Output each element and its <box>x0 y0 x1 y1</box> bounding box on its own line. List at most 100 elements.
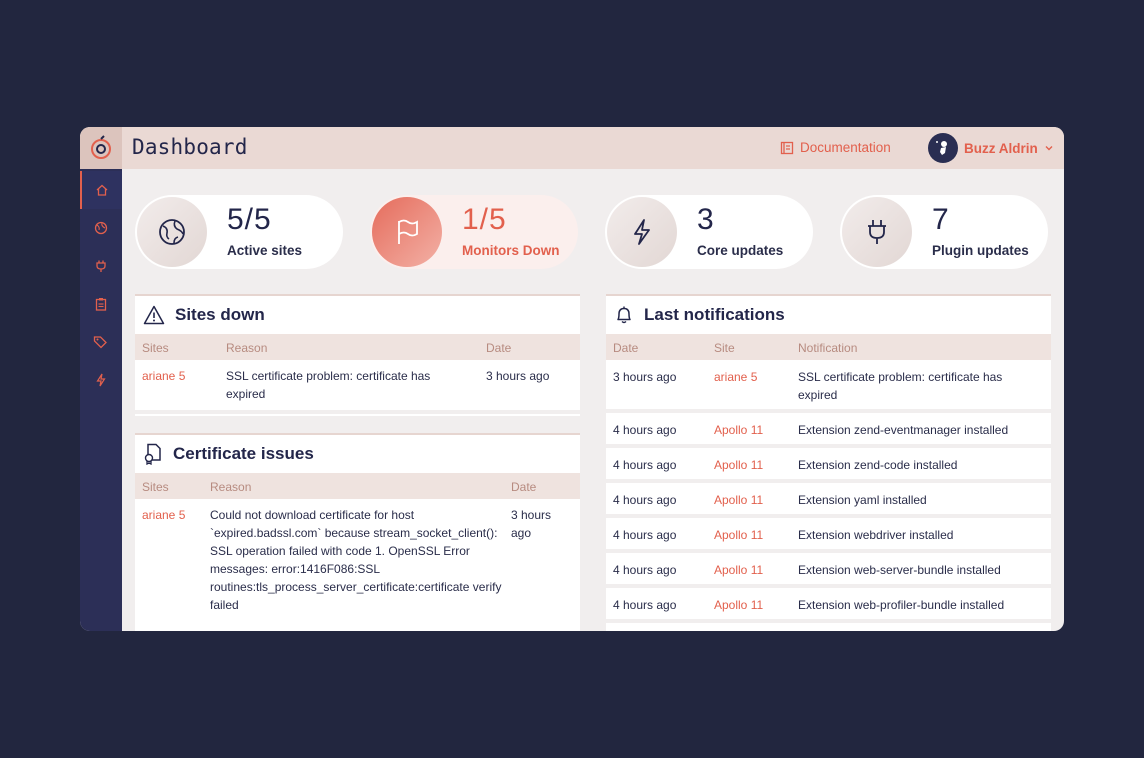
date-text: 3 hours ago <box>486 369 550 383</box>
stat-card-core-updates[interactable]: 3 Core updates <box>605 195 813 269</box>
stat-icon-circle <box>842 197 912 267</box>
column-header: Date <box>511 480 537 494</box>
table-row[interactable]: 4 hours ago Apollo 11 Extension zend-eve… <box>606 413 1051 448</box>
stat-label: Monitors Down <box>462 243 560 258</box>
documentation-label: Documentation <box>800 140 891 155</box>
plug-icon <box>96 260 106 272</box>
stat-label: Core updates <box>697 243 784 258</box>
astronaut-icon <box>936 141 947 155</box>
notification-text: Extension web-server-bundle installed <box>798 563 1001 577</box>
book-icon <box>780 141 794 154</box>
certificate-issues-panel: Certificate issues Sites Reason Date ari… <box>135 433 580 631</box>
date-text: 4 hours ago <box>613 493 677 507</box>
sidebar-item-sites[interactable] <box>80 209 122 247</box>
column-header: Reason <box>226 341 268 355</box>
date-text: 4 hours ago <box>613 563 677 577</box>
stat-card-active-sites[interactable]: 5/5 Active sites <box>135 195 343 269</box>
sidebar-item-home[interactable] <box>80 171 122 209</box>
plug-icon <box>868 220 886 244</box>
globe-icon <box>159 219 185 245</box>
table-row[interactable]: ariane 5 SSL certificate problem: certif… <box>135 360 580 414</box>
table-row[interactable]: 4 hours ago Apollo 11 Extension zend-cod… <box>606 448 1051 483</box>
certificate-icon <box>144 443 161 465</box>
table-row[interactable]: 3 hours ago ariane 5 SSL certificate pro… <box>606 360 1051 413</box>
bolt-icon <box>634 219 650 245</box>
table-row[interactable]: 4 hours ago Apollo 11 Extension web-prof… <box>606 588 1051 623</box>
dashboard-window: Dashboard Documentation Buzz Aldrin <box>80 127 1064 631</box>
column-header: Site <box>714 341 735 355</box>
globe-icon <box>94 221 108 235</box>
user-name: Buzz Aldrin <box>964 140 1038 156</box>
user-menu[interactable]: Buzz Aldrin <box>928 133 1054 163</box>
panel-header: Sites down <box>135 296 580 334</box>
table-header: Sites Reason Date <box>135 473 580 499</box>
notification-text: Extension yaml installed <box>798 493 927 507</box>
sidebar-item-updates[interactable] <box>80 361 122 399</box>
stat-card-plugin-updates[interactable]: 7 Plugin updates <box>840 195 1048 269</box>
column-header: Sites <box>142 480 169 494</box>
table-row[interactable]: ariane 5 Could not download certificate … <box>135 499 580 631</box>
notification-text: SSL certificate problem: certificate has… <box>798 370 1003 402</box>
reason-text: SSL certificate problem: certificate has… <box>226 369 431 401</box>
site-link[interactable]: Apollo 11 <box>714 493 764 507</box>
site-link[interactable]: Apollo 11 <box>714 423 764 437</box>
site-link[interactable]: Apollo 11 <box>714 458 764 472</box>
notifications-panel: Last notifications Date Site Notificatio… <box>606 294 1051 631</box>
date-text: 4 hours ago <box>613 458 677 472</box>
column-header: Notification <box>798 341 858 355</box>
column-header: Date <box>486 341 512 355</box>
date-text: 4 hours ago <box>613 423 677 437</box>
date-text: 3 hours ago <box>613 370 677 384</box>
bolt-icon <box>96 373 106 387</box>
site-link[interactable]: Apollo 11 <box>714 528 764 542</box>
panel-header: Last notifications <box>606 296 1051 334</box>
table-row[interactable]: 4 hours ago Apollo 11 Extension webdrive… <box>606 518 1051 553</box>
stat-value: 1/5 <box>462 203 507 236</box>
notification-text: Extension web-profiler-bundle installed <box>798 598 1005 612</box>
panel-title: Certificate issues <box>173 444 314 463</box>
date-text: 4 hours ago <box>613 528 677 542</box>
documentation-link[interactable]: Documentation <box>780 140 891 155</box>
sidebar-item-tags[interactable] <box>80 323 122 361</box>
warning-icon <box>143 305 165 325</box>
date-text: 4 hours ago <box>613 598 677 612</box>
sidebar-item-plugins[interactable] <box>80 247 122 285</box>
panel-header: Certificate issues <box>135 435 580 473</box>
avatar <box>928 133 958 163</box>
tag-icon <box>93 336 107 349</box>
chevron-down-icon <box>1045 146 1053 151</box>
notification-text: Extension zend-eventmanager installed <box>798 423 1009 437</box>
notification-text: Extension zend-code installed <box>798 458 958 472</box>
stat-label: Plugin updates <box>932 243 1029 258</box>
bell-icon <box>617 306 631 324</box>
table-row[interactable]: 4 hours ago Apollo 11 Extension yaml ins… <box>606 483 1051 518</box>
reason-text: Could not download certificate for host … <box>210 508 502 612</box>
table-header: Date Site Notification <box>606 334 1051 360</box>
stat-icon-circle <box>607 197 677 267</box>
table-row[interactable]: 4 hours ago Apollo 11 Extension web-serv… <box>606 553 1051 588</box>
panel-title: Sites down <box>175 305 265 324</box>
sidebar <box>80 169 122 631</box>
stat-value: 7 <box>932 203 950 236</box>
stat-label: Active sites <box>227 243 303 258</box>
column-header: Sites <box>142 341 169 355</box>
column-header: Date <box>613 341 639 355</box>
site-link[interactable]: ariane 5 <box>714 370 758 384</box>
stat-icon-circle <box>372 197 442 267</box>
logo-icon <box>91 135 111 159</box>
stat-value: 3 <box>697 203 715 236</box>
sites-down-panel: Sites down Sites Reason Date ariane 5 SS… <box>135 294 580 416</box>
stat-card-monitors-down[interactable]: 1/5 Monitors Down <box>370 195 578 269</box>
stat-icon-circle <box>137 197 207 267</box>
column-header: Reason <box>210 480 252 494</box>
sidebar-item-reports[interactable] <box>80 285 122 323</box>
date-text: 3 hours ago <box>511 508 552 540</box>
app-logo[interactable] <box>80 127 122 169</box>
page-title: Dashboard <box>132 135 248 159</box>
site-link[interactable]: ariane 5 <box>142 508 186 522</box>
site-link[interactable]: Apollo 11 <box>714 563 764 577</box>
panel-title: Last notifications <box>644 305 785 324</box>
site-link[interactable]: Apollo 11 <box>714 598 764 612</box>
stat-value: 5/5 <box>227 203 272 236</box>
site-link[interactable]: ariane 5 <box>142 369 186 383</box>
